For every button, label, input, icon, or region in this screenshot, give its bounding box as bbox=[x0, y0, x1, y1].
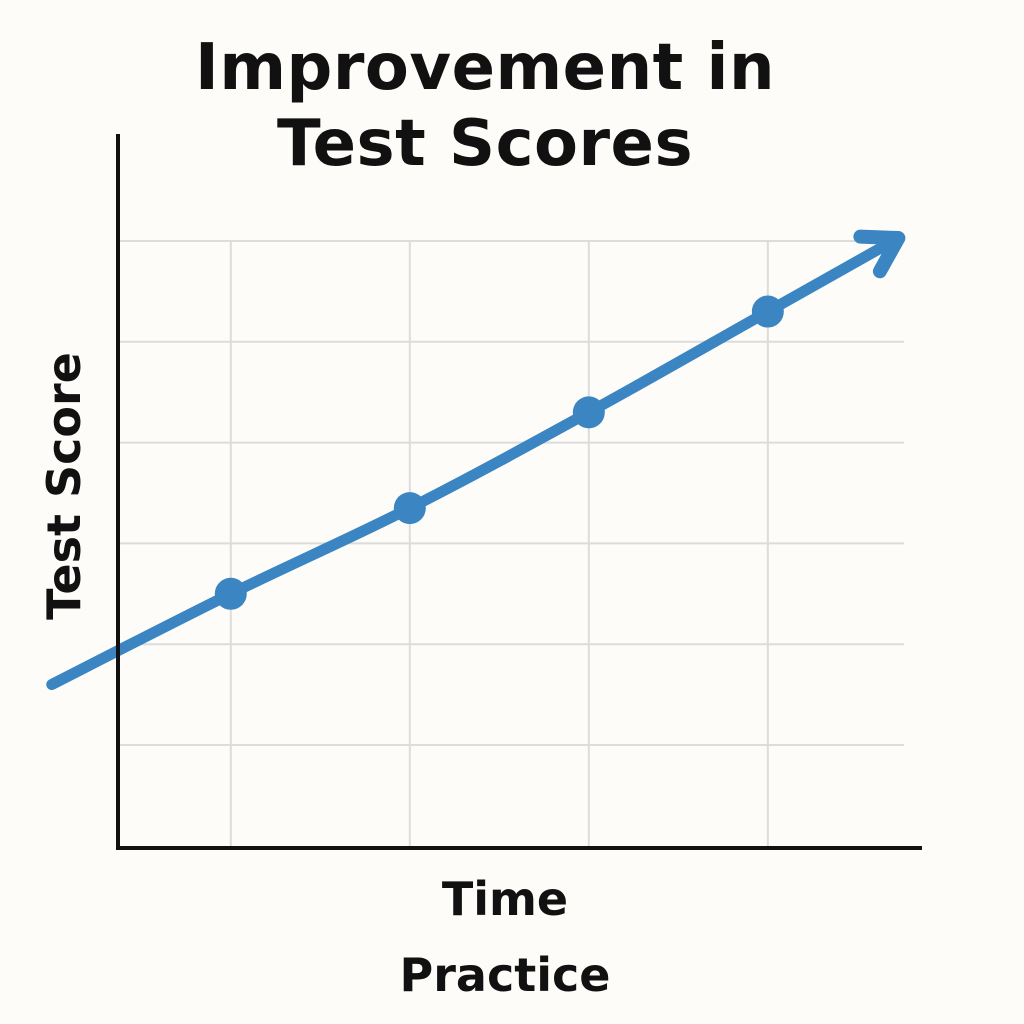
x-axis-label-line-1: Time bbox=[441, 872, 569, 926]
series-test-score bbox=[46, 229, 906, 691]
chart-title: Improvement in Test Scores bbox=[150, 30, 820, 182]
x-axis-label-line-2: Practice bbox=[399, 948, 611, 1002]
data-point-3 bbox=[572, 396, 605, 429]
axes bbox=[116, 134, 922, 850]
chart-title-line-2: Test Scores bbox=[276, 107, 694, 181]
data-point-4 bbox=[751, 295, 784, 328]
series-arrowhead bbox=[853, 229, 906, 279]
data-point-2 bbox=[393, 492, 426, 525]
chart-title-line-1: Improvement in bbox=[195, 31, 775, 105]
y-axis-label-text: Test Score bbox=[37, 352, 91, 620]
data-point-1 bbox=[214, 577, 247, 610]
grid bbox=[118, 240, 904, 847]
